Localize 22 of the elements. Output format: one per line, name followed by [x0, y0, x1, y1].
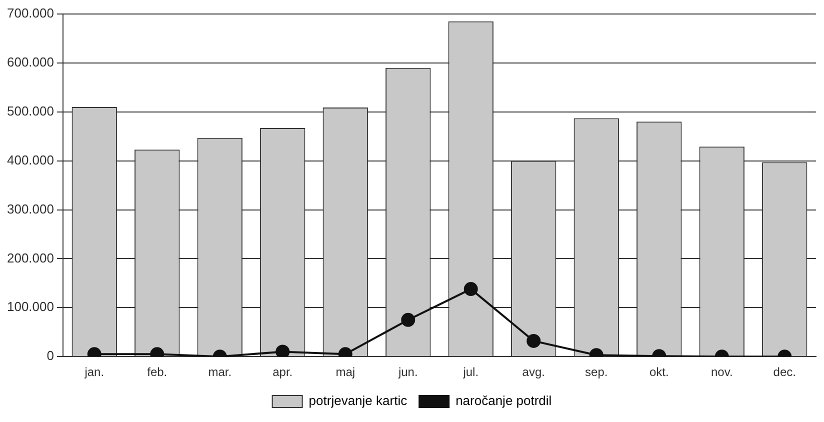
x-tick-label: jun. [397, 365, 418, 380]
x-tick-label: apr. [272, 365, 293, 380]
y-tick-label: 400.000 [6, 152, 54, 168]
x-tick-label: jul. [462, 365, 479, 380]
y-tick-label: 100.000 [6, 299, 54, 314]
y-tick-label: 500.000 [6, 103, 54, 118]
x-tick-label: nov. [710, 365, 733, 380]
x-tick-label: okt. [649, 365, 669, 380]
x-tick-label: maj [336, 365, 356, 380]
legend-label: potrjevanje kartic [308, 393, 408, 408]
y-tick-label: 600.000 [6, 54, 54, 70]
x-tick-label: sep. [585, 365, 608, 380]
legend-label: naročanje potrdil [456, 393, 552, 408]
y-tick-label: 0 [46, 348, 54, 364]
x-tick-label: dec. [773, 365, 796, 380]
x-tick-label: mar. [208, 365, 232, 380]
y-tick-label: 300.000 [6, 201, 54, 216]
y-tick-label: 700.000 [6, 6, 54, 21]
y-tick-label: 200.000 [6, 250, 54, 266]
x-tick-label: jan. [84, 365, 104, 380]
x-tick-label: avg. [522, 365, 545, 380]
x-tick-label: feb. [147, 365, 168, 380]
